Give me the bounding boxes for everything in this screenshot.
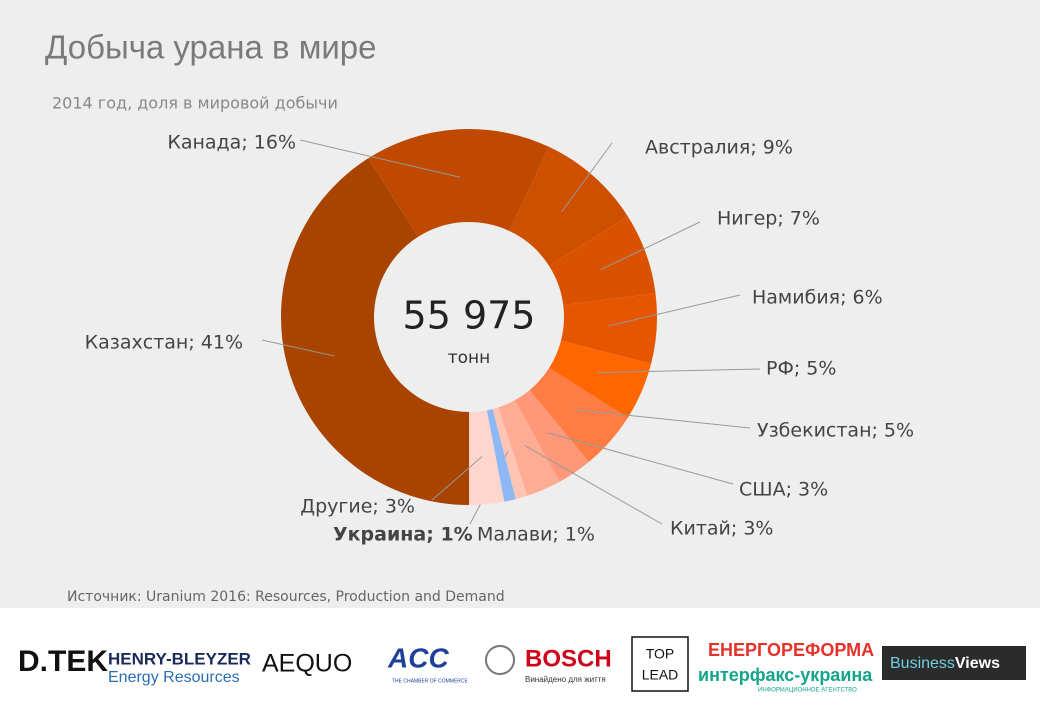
leader-line <box>561 142 613 213</box>
logo-bv-2: Views <box>955 655 1000 672</box>
leader-line <box>600 221 701 271</box>
logo-bosch-sub: Винайдено для життя <box>525 675 606 684</box>
data-label: РФ; 5% <box>766 358 836 380</box>
donut-segment <box>529 367 628 462</box>
source: Источник: Uranium 2016: Resources, Produ… <box>67 589 505 605</box>
logo-acc-sub: THE CHAMBER OF COMMERCE <box>392 678 469 684</box>
donut-segment <box>281 158 469 505</box>
donut-segment <box>492 407 528 500</box>
logo-acc: ACC <box>387 642 449 673</box>
leader-line <box>573 409 751 429</box>
data-label: Украина; 1% <box>333 524 473 546</box>
logo-lead: LEAD <box>642 667 679 683</box>
bosch-icon <box>485 645 515 675</box>
leader-line <box>524 445 663 525</box>
logo-dtek: D.TEK <box>18 645 108 678</box>
leader-line <box>547 432 734 485</box>
donut-segment <box>509 146 628 267</box>
data-label: Канада; 16% <box>167 132 296 154</box>
donut-segment <box>368 128 550 237</box>
logo-ifx: интерфакс-украина <box>698 665 873 685</box>
data-label: Малави; 1% <box>477 524 595 546</box>
donut-segment <box>549 216 656 306</box>
logo-bv-1: Business <box>890 655 955 672</box>
donut-segment <box>549 340 652 418</box>
logo-bosch: BOSCH <box>525 645 612 672</box>
data-label: Китай; 3% <box>670 518 773 540</box>
data-label: Казахстан; 41% <box>85 332 243 354</box>
data-label: Австралия; 9% <box>645 137 793 159</box>
data-label: США; 3% <box>739 479 828 501</box>
center-unit: тонн <box>448 348 491 368</box>
leader-line <box>597 368 761 374</box>
leader-line <box>261 339 335 357</box>
chart-background <box>0 0 1040 608</box>
leader-line <box>299 139 461 178</box>
leader-line <box>431 456 483 501</box>
donut-segment <box>469 410 505 505</box>
data-label: Намибия; 6% <box>752 287 883 309</box>
sponsor-band <box>0 608 1040 720</box>
donut-segment <box>561 293 657 364</box>
toplead-box <box>631 636 689 692</box>
logo-aequo: AEQUO <box>262 650 352 678</box>
data-label: Другие; 3% <box>300 496 415 518</box>
sponsors: D.TEK HENRY-BLEYZER Energy Resources AEQ… <box>18 636 1026 694</box>
logo-bv: BusinessViews <box>890 655 1000 672</box>
logo-top: TOP <box>646 646 675 662</box>
logo-hb-sub: Energy Resources <box>108 669 240 686</box>
donut-segment <box>514 390 589 482</box>
logo-hb: HENRY-BLEYZER <box>108 649 251 668</box>
logo-ifx-sub: ИНФОРМАЦИОННОЕ АГЕНТСТВО <box>758 688 857 694</box>
data-label: Нигер; 7% <box>717 208 820 230</box>
donut <box>261 128 761 525</box>
bv-box <box>882 646 1026 680</box>
chart-title: Добыча урана в мире <box>45 29 377 66</box>
leader-line <box>608 294 741 327</box>
donut-segment <box>486 409 516 502</box>
center-value: 55 975 <box>403 294 536 338</box>
chart-subtitle: 2014 год, доля в мировой добычи <box>52 94 338 113</box>
data-label: Узбекистан; 5% <box>757 420 914 442</box>
logo-er: ЕНЕРГОРЕФОРМА <box>708 640 874 660</box>
